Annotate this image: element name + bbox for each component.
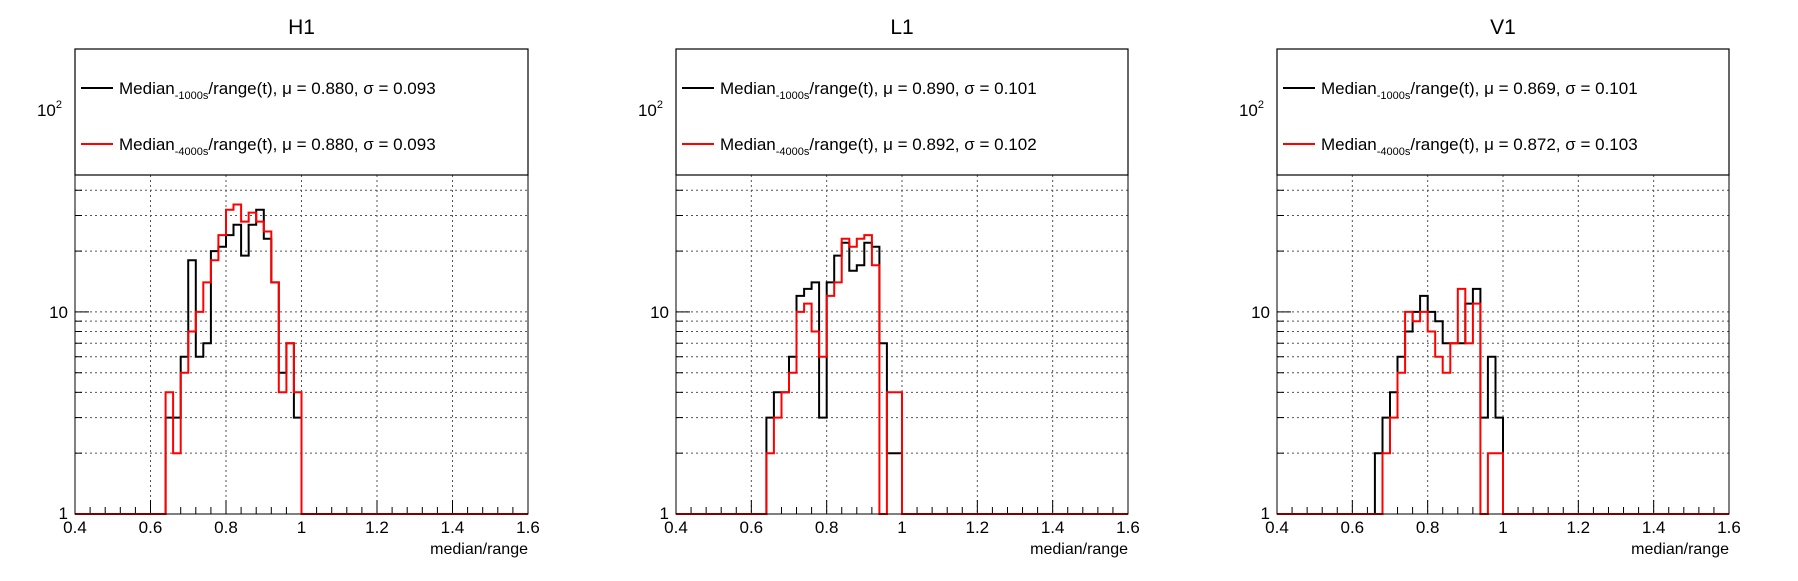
x-tick-label: 1.6 — [516, 518, 540, 537]
chart-title: L1 — [890, 16, 913, 39]
y-tick-label: 102 — [638, 99, 663, 120]
x-tick-label: 1.4 — [1642, 518, 1666, 537]
x-tick-label: 0.6 — [139, 518, 163, 537]
x-tick-label: 0.6 — [740, 518, 764, 537]
x-tick-label: 1 — [1498, 518, 1507, 537]
legend-box — [74, 48, 529, 176]
legend-entry: Median-4000s/range(t), μ = 0.872, σ = 0.… — [1321, 135, 1638, 158]
y-tick-label: 102 — [37, 99, 62, 120]
legend: Median-1000s/range(t), μ = 0.869, σ = 0.… — [1276, 48, 1730, 176]
y-tick-label: 102 — [1239, 99, 1264, 120]
legend-entry: Median-4000s/range(t), μ = 0.892, σ = 0.… — [720, 135, 1037, 158]
x-tick-label: 1.4 — [441, 518, 465, 537]
y-tick-label: 10 — [650, 303, 669, 322]
legend-entry: Median-4000s/range(t), μ = 0.880, σ = 0.… — [119, 135, 436, 158]
x-tick-label: 0.4 — [664, 518, 688, 537]
legend: Median-1000s/range(t), μ = 0.890, σ = 0.… — [675, 48, 1129, 176]
y-tick-label: 10 — [1251, 303, 1270, 322]
histogram-series-2 — [676, 234, 1128, 515]
y-tick-label: 10 — [49, 303, 68, 322]
chart-panel-h1: H1 Median-1000s/range(t), μ = 0.880, σ = … — [37, 16, 540, 558]
legend-entry: Median-1000s/range(t), μ = 0.869, σ = 0.… — [1321, 79, 1638, 102]
histogram-series-1 — [75, 208, 528, 515]
y-tick-label: 1 — [59, 504, 68, 523]
legend-box — [675, 48, 1129, 176]
x-axis-label: median/range — [1631, 541, 1729, 558]
histogram-series-1 — [1277, 287, 1729, 515]
x-axis-label: median/range — [430, 541, 528, 558]
x-tick-label: 1 — [297, 518, 306, 537]
x-tick-label: 0.4 — [63, 518, 87, 537]
legend: Median-1000s/range(t), μ = 0.880, σ = 0.… — [74, 48, 529, 176]
x-tick-label: 1.2 — [365, 518, 389, 537]
x-tick-label: 1.6 — [1717, 518, 1741, 537]
x-tick-label: 0.8 — [214, 518, 238, 537]
x-tick-label: 0.6 — [1341, 518, 1365, 537]
y-tick-label: 1 — [1261, 504, 1270, 523]
x-tick-label: 1.2 — [966, 518, 990, 537]
x-tick-label: 1.4 — [1041, 518, 1065, 537]
chart-title: V1 — [1490, 16, 1516, 39]
histogram-series-2 — [75, 203, 528, 515]
legend-entry: Median-1000s/range(t), μ = 0.880, σ = 0.… — [119, 79, 436, 102]
x-tick-label: 1.6 — [1116, 518, 1140, 537]
chart-title: H1 — [288, 16, 315, 39]
chart-panel-l1: L1 Median-1000s/range(t), μ = 0.890, σ = … — [638, 16, 1140, 558]
chart-panel-v1: V1 Median-1000s/range(t), μ = 0.869, σ = … — [1239, 16, 1741, 558]
x-tick-label: 1.2 — [1567, 518, 1591, 537]
x-tick-label: 0.8 — [815, 518, 839, 537]
x-axis-label: median/range — [1030, 541, 1128, 558]
x-tick-label: 1 — [897, 518, 906, 537]
legend-entry: Median-1000s/range(t), μ = 0.890, σ = 0.… — [720, 79, 1037, 102]
x-tick-label: 0.8 — [1416, 518, 1440, 537]
y-tick-label: 1 — [660, 504, 669, 523]
x-tick-label: 0.4 — [1265, 518, 1289, 537]
legend-box — [1276, 48, 1730, 176]
